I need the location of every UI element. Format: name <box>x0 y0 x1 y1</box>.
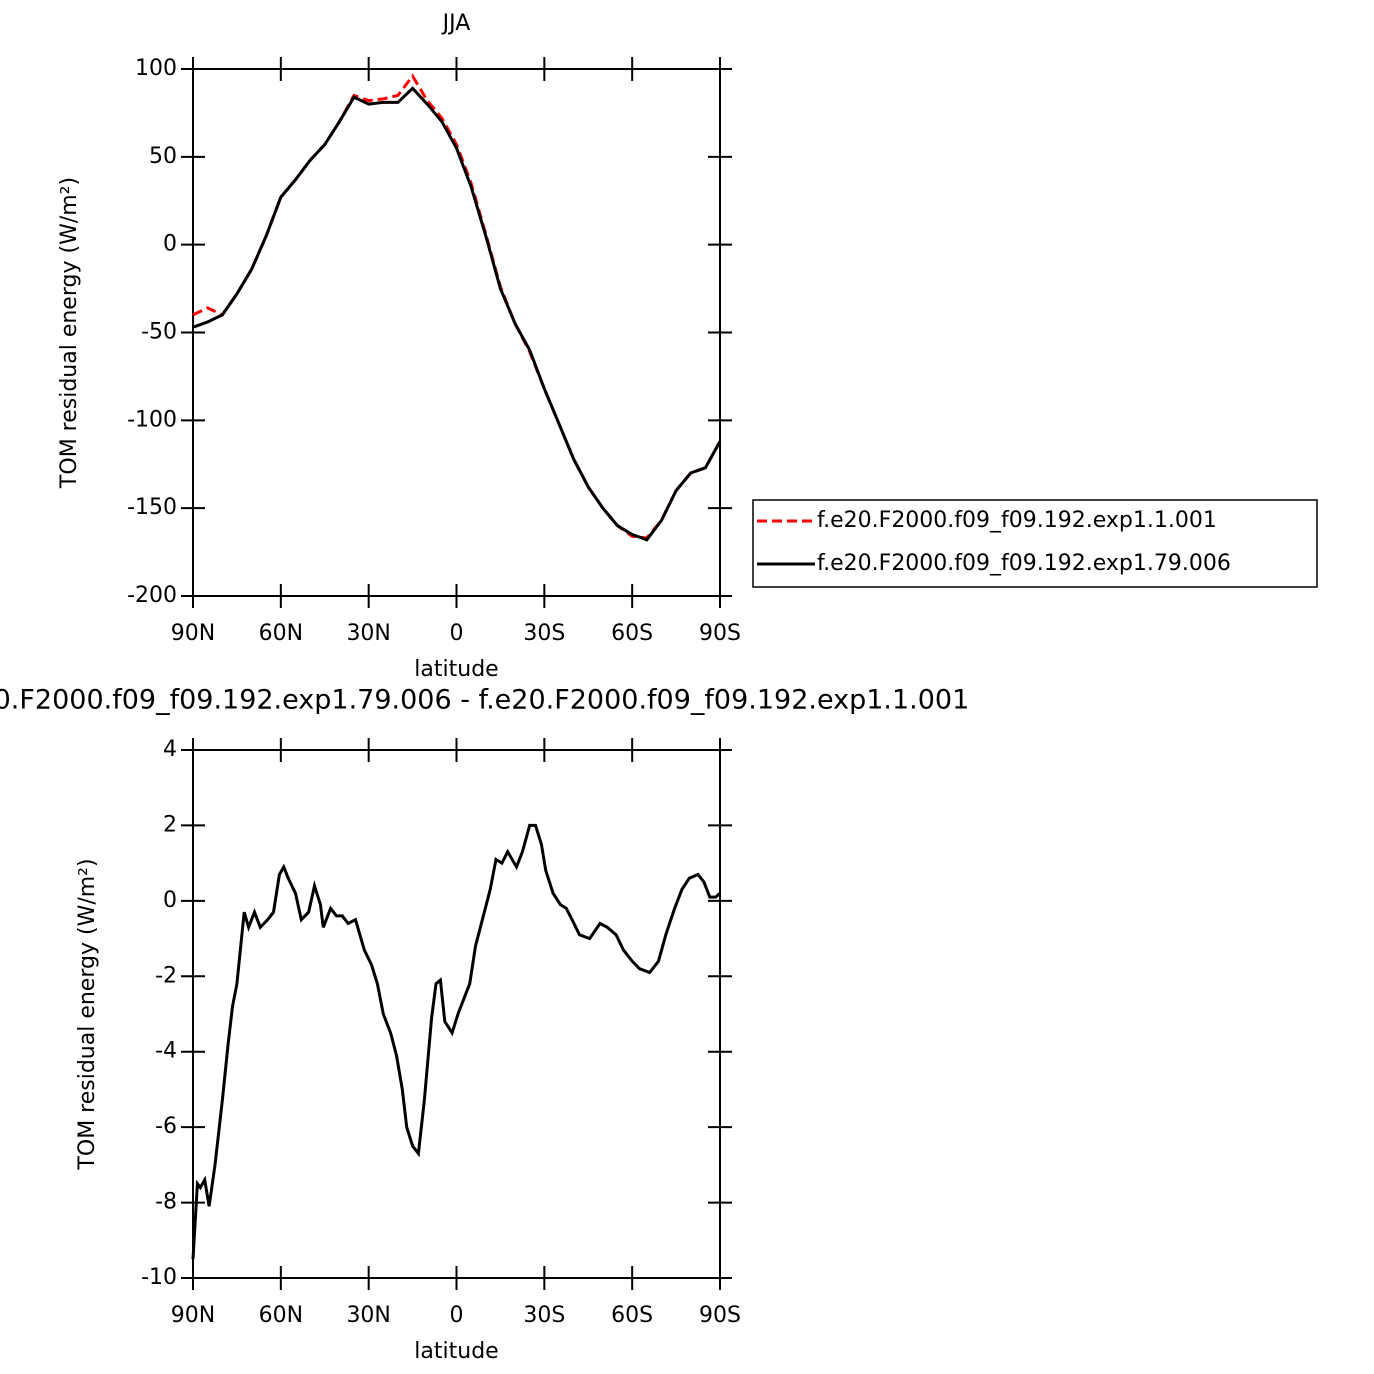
data-line <box>191 823 721 1260</box>
x-axis-label: latitude <box>414 657 498 682</box>
x-tick-label: 90N <box>171 621 215 646</box>
x-tick-label: 90S <box>699 1303 741 1328</box>
y-axis-label: TOM residual energy (W/m²) <box>75 858 100 1170</box>
y-tick-label: -4 <box>155 1039 177 1064</box>
y-tick-label: -8 <box>155 1190 177 1215</box>
x-tick-label: 60S <box>611 621 653 646</box>
legend-box <box>752 499 1318 588</box>
x-tick-label: 0 <box>450 1303 464 1328</box>
legend-label: f.e20.F2000.f09_f09.192.exp1.1.001 <box>817 508 1217 533</box>
y-tick-label: -200 <box>127 583 177 608</box>
y-tick-label: 0 <box>163 232 177 257</box>
y-tick-label: -6 <box>155 1114 177 1139</box>
x-tick-label: 90S <box>699 621 741 646</box>
y-tick-label: -2 <box>155 963 177 988</box>
x-tick-label: 30N <box>346 621 390 646</box>
y-tick-label: 0 <box>163 888 177 913</box>
y-tick-label: 50 <box>149 144 177 169</box>
data-line <box>192 86 722 542</box>
y-tick-label: -100 <box>127 407 177 432</box>
x-tick-label: 30N <box>346 1303 390 1328</box>
x-tick-label: 30S <box>523 621 565 646</box>
x-tick-label: 60S <box>611 1303 653 1328</box>
x-axis-label: latitude <box>414 1339 498 1364</box>
x-tick-label: 90N <box>171 1303 215 1328</box>
x-tick-label: 0 <box>450 621 464 646</box>
y-tick-label: -10 <box>141 1265 177 1290</box>
x-tick-label: 60N <box>259 621 303 646</box>
y-tick-label: 100 <box>135 56 177 81</box>
legend-label: f.e20.F2000.f09_f09.192.exp1.79.006 <box>817 551 1231 576</box>
chart-title: JJA <box>441 11 471 36</box>
y-tick-label: -50 <box>141 320 177 345</box>
x-tick-label: 60N <box>259 1303 303 1328</box>
y-axis-label: TOM residual energy (W/m²) <box>57 177 82 489</box>
chart-title: f.e20.F2000.f09_f09.192.exp1.79.006 - f.… <box>0 685 969 716</box>
y-tick-label: 4 <box>163 737 177 762</box>
y-tick-label: -150 <box>127 495 177 520</box>
y-tick-label: 2 <box>163 812 177 837</box>
data-line <box>192 73 722 540</box>
x-tick-label: 30S <box>523 1303 565 1328</box>
